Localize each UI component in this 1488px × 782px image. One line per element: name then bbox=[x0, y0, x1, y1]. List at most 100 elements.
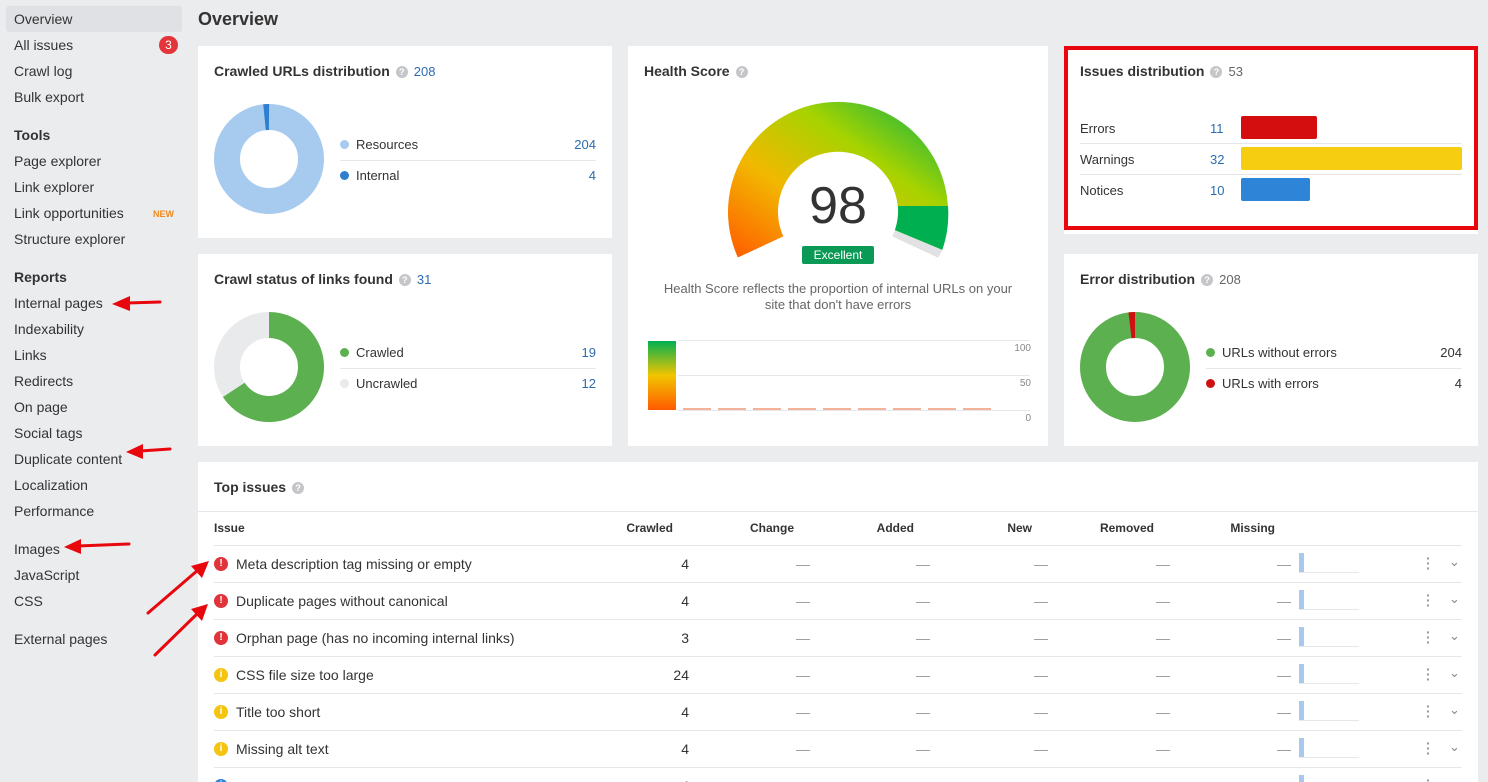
chevron-down-icon[interactable]: ⌄ bbox=[1449, 554, 1460, 569]
legend-value[interactable]: 19 bbox=[581, 345, 596, 360]
nav-internal-pages[interactable]: Internal pages bbox=[6, 290, 182, 316]
help-icon[interactable]: ? bbox=[1210, 66, 1223, 78]
error-icon: ! bbox=[214, 631, 228, 645]
nav-external-pages[interactable]: External pages bbox=[6, 626, 182, 652]
issue-name[interactable]: Meta description tag missing or empty bbox=[236, 556, 472, 572]
more-options-icon[interactable]: ··· bbox=[1426, 698, 1431, 724]
col-issue[interactable]: Issue bbox=[214, 521, 245, 535]
arrow-head bbox=[126, 444, 143, 459]
dist-value[interactable]: 32 bbox=[1210, 152, 1225, 167]
more-options-icon[interactable]: ··· bbox=[1426, 624, 1431, 650]
table-row[interactable]: ! Meta description tag missing or empty 4 —… bbox=[214, 545, 1462, 582]
legend-row-resources[interactable]: Resources 204 bbox=[340, 129, 596, 160]
nav-localization[interactable]: Localization bbox=[6, 472, 182, 498]
chevron-down-icon[interactable]: ⌄ bbox=[1449, 591, 1460, 606]
issue-name[interactable]: Orphan page (has no incoming internal li… bbox=[236, 630, 515, 646]
issue-name[interactable]: CSS file size too large bbox=[236, 667, 374, 683]
issue-name[interactable]: Duplicate pages without canonical bbox=[236, 593, 448, 609]
issue-name[interactable]: Title too short bbox=[236, 704, 321, 720]
dist-row-warnings[interactable]: Warnings 32 bbox=[1080, 144, 1462, 175]
dist-row-notices[interactable]: Notices 10 bbox=[1080, 175, 1462, 206]
col-added[interactable]: Added bbox=[876, 521, 914, 535]
more-options-icon[interactable]: ··· bbox=[1426, 661, 1431, 687]
legend-label: URLs with errors bbox=[1222, 376, 1319, 391]
nav-crawl-log[interactable]: Crawl log bbox=[6, 58, 182, 84]
total-count: 208 bbox=[1219, 272, 1241, 287]
nav-structure-explorer[interactable]: Structure explorer bbox=[6, 226, 182, 252]
table-row[interactable]: ! Duplicate pages without canonical 4 — — — — —… bbox=[214, 582, 1462, 619]
cell-crawled[interactable]: 24 bbox=[673, 667, 689, 683]
help-icon[interactable]: ? bbox=[292, 482, 305, 494]
cell-crawled[interactable]: 4 bbox=[681, 741, 689, 757]
total-count[interactable]: 208 bbox=[413, 64, 436, 79]
nav-bulk-export[interactable]: Bulk export bbox=[6, 84, 182, 110]
nav-on-page[interactable]: On page bbox=[6, 394, 182, 420]
cell-added: — bbox=[916, 556, 930, 572]
legend-value[interactable]: 204 bbox=[574, 137, 596, 152]
nav-label: Internal pages bbox=[14, 295, 103, 311]
legend-dot bbox=[1206, 379, 1215, 388]
issue-name[interactable]: Missing alt text bbox=[236, 741, 329, 757]
dist-row-errors[interactable]: Errors 11 bbox=[1080, 113, 1462, 144]
col-crawled[interactable]: Crawled bbox=[626, 521, 673, 535]
help-icon[interactable]: ? bbox=[395, 66, 408, 78]
nav-label: Crawl log bbox=[14, 63, 73, 79]
nav-link-explorer[interactable]: Link explorer bbox=[6, 174, 182, 200]
nav-link-opportunities[interactable]: Link opportunities NEW bbox=[6, 200, 182, 226]
nav-images[interactable]: Images bbox=[6, 536, 182, 562]
crawled-urls-card: Crawled URLs distribution? 208 Resources 2… bbox=[198, 46, 612, 238]
dist-value[interactable]: 10 bbox=[1210, 183, 1225, 198]
nav-duplicate-content[interactable]: Duplicate content bbox=[6, 446, 182, 472]
nav-links[interactable]: Links bbox=[6, 342, 182, 368]
legend-row-crawled[interactable]: Crawled 19 bbox=[340, 337, 596, 368]
nav-css[interactable]: CSS bbox=[6, 588, 182, 614]
more-options-icon[interactable]: ··· bbox=[1426, 772, 1431, 782]
nav-all-issues[interactable]: All issues 3 bbox=[6, 32, 182, 58]
nav-javascript[interactable]: JavaScript bbox=[6, 562, 182, 588]
chevron-down-icon[interactable]: ⌄ bbox=[1449, 665, 1460, 680]
table-row[interactable]: ! Orphan page (has no incoming internal l… bbox=[214, 619, 1462, 656]
table-row[interactable]: i Title too short 4 — — — — — · · · ⌄ bbox=[214, 693, 1462, 730]
legend-value[interactable]: 12 bbox=[581, 376, 596, 391]
nav-indexability[interactable]: Indexability bbox=[6, 316, 182, 342]
nav-social-tags[interactable]: Social tags bbox=[6, 420, 182, 446]
cell-crawled[interactable]: 4 bbox=[681, 593, 689, 609]
divider bbox=[198, 511, 1478, 512]
table-row[interactable]: i Missing alt text 4 — — — — — · · · ⌄ bbox=[214, 730, 1462, 767]
card-title: Top issues? bbox=[214, 479, 305, 495]
health-gauge bbox=[728, 101, 949, 258]
description-line: site that don't have errors bbox=[764, 297, 912, 312]
cell-crawled[interactable]: 4 bbox=[681, 778, 689, 782]
col-new[interactable]: New bbox=[1007, 521, 1032, 535]
cell-crawled[interactable]: 4 bbox=[681, 556, 689, 572]
table-row[interactable]: i CSS file size too large 24 — — — — — · · · ⌄ bbox=[214, 656, 1462, 693]
nav-redirects[interactable]: Redirects bbox=[6, 368, 182, 394]
nav-performance[interactable]: Performance bbox=[6, 498, 182, 524]
error-distribution-card: Error distribution? 208 URLs without erro… bbox=[1064, 254, 1478, 446]
total-count[interactable]: 31 bbox=[416, 272, 432, 287]
nav-overview[interactable]: Overview bbox=[6, 6, 182, 32]
col-missing[interactable]: Missing bbox=[1230, 521, 1275, 535]
more-options-icon[interactable]: ··· bbox=[1426, 550, 1431, 576]
more-options-icon[interactable]: ··· bbox=[1426, 587, 1431, 613]
dist-value[interactable]: 11 bbox=[1210, 121, 1224, 136]
nav-page-explorer[interactable]: Page explorer bbox=[6, 148, 182, 174]
chevron-down-icon[interactable]: ⌄ bbox=[1449, 702, 1460, 717]
legend-row-internal[interactable]: Internal 4 bbox=[340, 160, 596, 191]
cell-crawled[interactable]: 3 bbox=[681, 630, 689, 646]
legend-row-uncrawled[interactable]: Uncrawled 12 bbox=[340, 368, 596, 399]
chevron-down-icon[interactable]: ⌄ bbox=[1449, 776, 1460, 782]
col-removed[interactable]: Removed bbox=[1099, 521, 1154, 535]
col-change[interactable]: Change bbox=[749, 521, 794, 535]
help-icon[interactable]: ? bbox=[398, 274, 411, 286]
help-icon[interactable]: ? bbox=[1201, 274, 1214, 286]
table-row[interactable]: i 4 ··· ⌄ bbox=[214, 767, 1462, 782]
more-options-icon[interactable]: ··· bbox=[1426, 735, 1431, 761]
legend-row-with-errors[interactable]: URLs with errors 4 bbox=[1206, 368, 1462, 399]
help-icon[interactable]: ? bbox=[735, 66, 748, 78]
chevron-down-icon[interactable]: ⌄ bbox=[1449, 739, 1460, 754]
chevron-down-icon[interactable]: ⌄ bbox=[1449, 628, 1460, 643]
cell-crawled[interactable]: 4 bbox=[681, 704, 689, 720]
legend-row-without-errors[interactable]: URLs without errors 204 bbox=[1206, 337, 1462, 368]
legend-value[interactable]: 4 bbox=[588, 168, 596, 183]
